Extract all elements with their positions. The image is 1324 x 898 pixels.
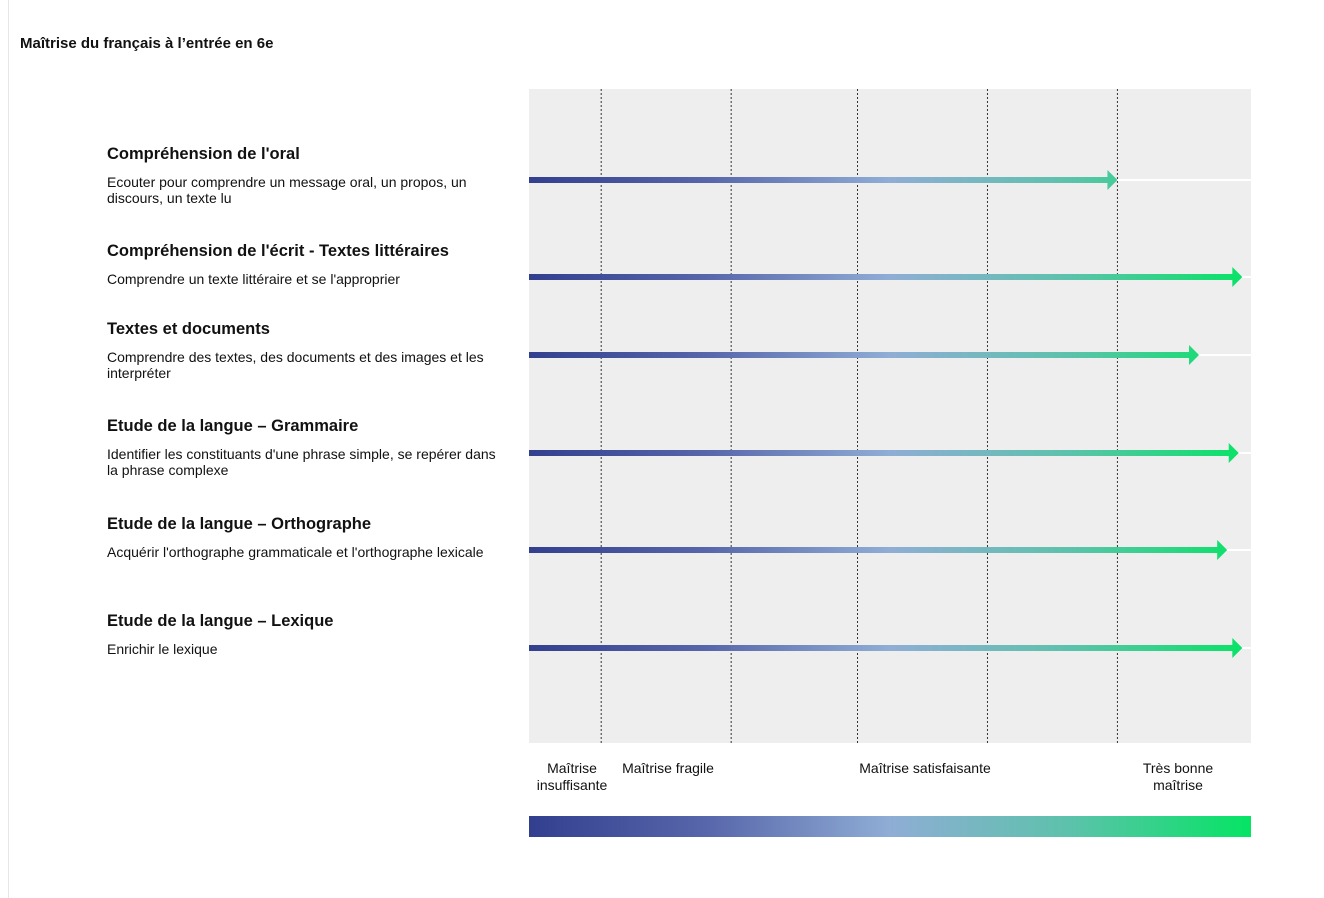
category-description: Enrichir le lexique xyxy=(107,641,218,657)
category-5: Etude de la langue – Lexique Enrichir le … xyxy=(107,611,507,657)
progress-arrow-3 xyxy=(529,443,1239,463)
page-title: Maîtrise du français à l’entrée en 6e xyxy=(20,35,274,52)
category-title: Etude de la langue – Lexique xyxy=(107,612,334,630)
progress-arrow-2 xyxy=(529,345,1200,365)
gradient-legend-bar xyxy=(529,816,1251,837)
progress-arrow-4 xyxy=(529,540,1228,560)
progress-arrow-5 xyxy=(529,638,1243,658)
category-title: Compréhension de l'écrit - Textes littér… xyxy=(107,242,449,260)
progress-arrow-1 xyxy=(529,267,1243,287)
category-description: Identifier les constituants d'une phrase… xyxy=(107,446,496,478)
progress-arrow-0 xyxy=(529,170,1118,190)
category-title: Etude de la langue – Orthographe xyxy=(107,515,372,533)
plot-background xyxy=(529,89,1251,743)
level-label-2: Maîtrise satisfaisante xyxy=(859,760,991,776)
category-title: Etude de la langue – Grammaire xyxy=(107,417,359,435)
category-3: Etude de la langue – Grammaire Identifier… xyxy=(107,416,507,478)
category-0: Compréhension de l'oral Ecouter pour comp… xyxy=(107,144,507,206)
category-1: Compréhension de l'écrit - Textes littér… xyxy=(107,241,507,287)
category-description: Ecouter pour comprendre un message oral,… xyxy=(107,174,467,206)
category-description: Acquérir l'orthographe grammaticale et l… xyxy=(107,544,484,560)
category-2: Textes et documents Comprendre des textes… xyxy=(107,319,507,381)
category-description: Comprendre un texte littéraire et se l'a… xyxy=(107,271,400,287)
level-label-1: Maîtrise fragile xyxy=(622,760,714,776)
level-label-0: Maîtrise insuffisante xyxy=(536,760,608,793)
category-4: Etude de la langue – Orthographe Acquérir… xyxy=(107,514,507,560)
category-title: Compréhension de l'oral xyxy=(107,145,300,163)
category-description: Comprendre des textes, des documents et … xyxy=(107,349,484,381)
level-label-3: Très bonne maîtrise xyxy=(1142,760,1214,793)
category-title: Textes et documents xyxy=(107,320,270,338)
left-border xyxy=(8,0,9,898)
